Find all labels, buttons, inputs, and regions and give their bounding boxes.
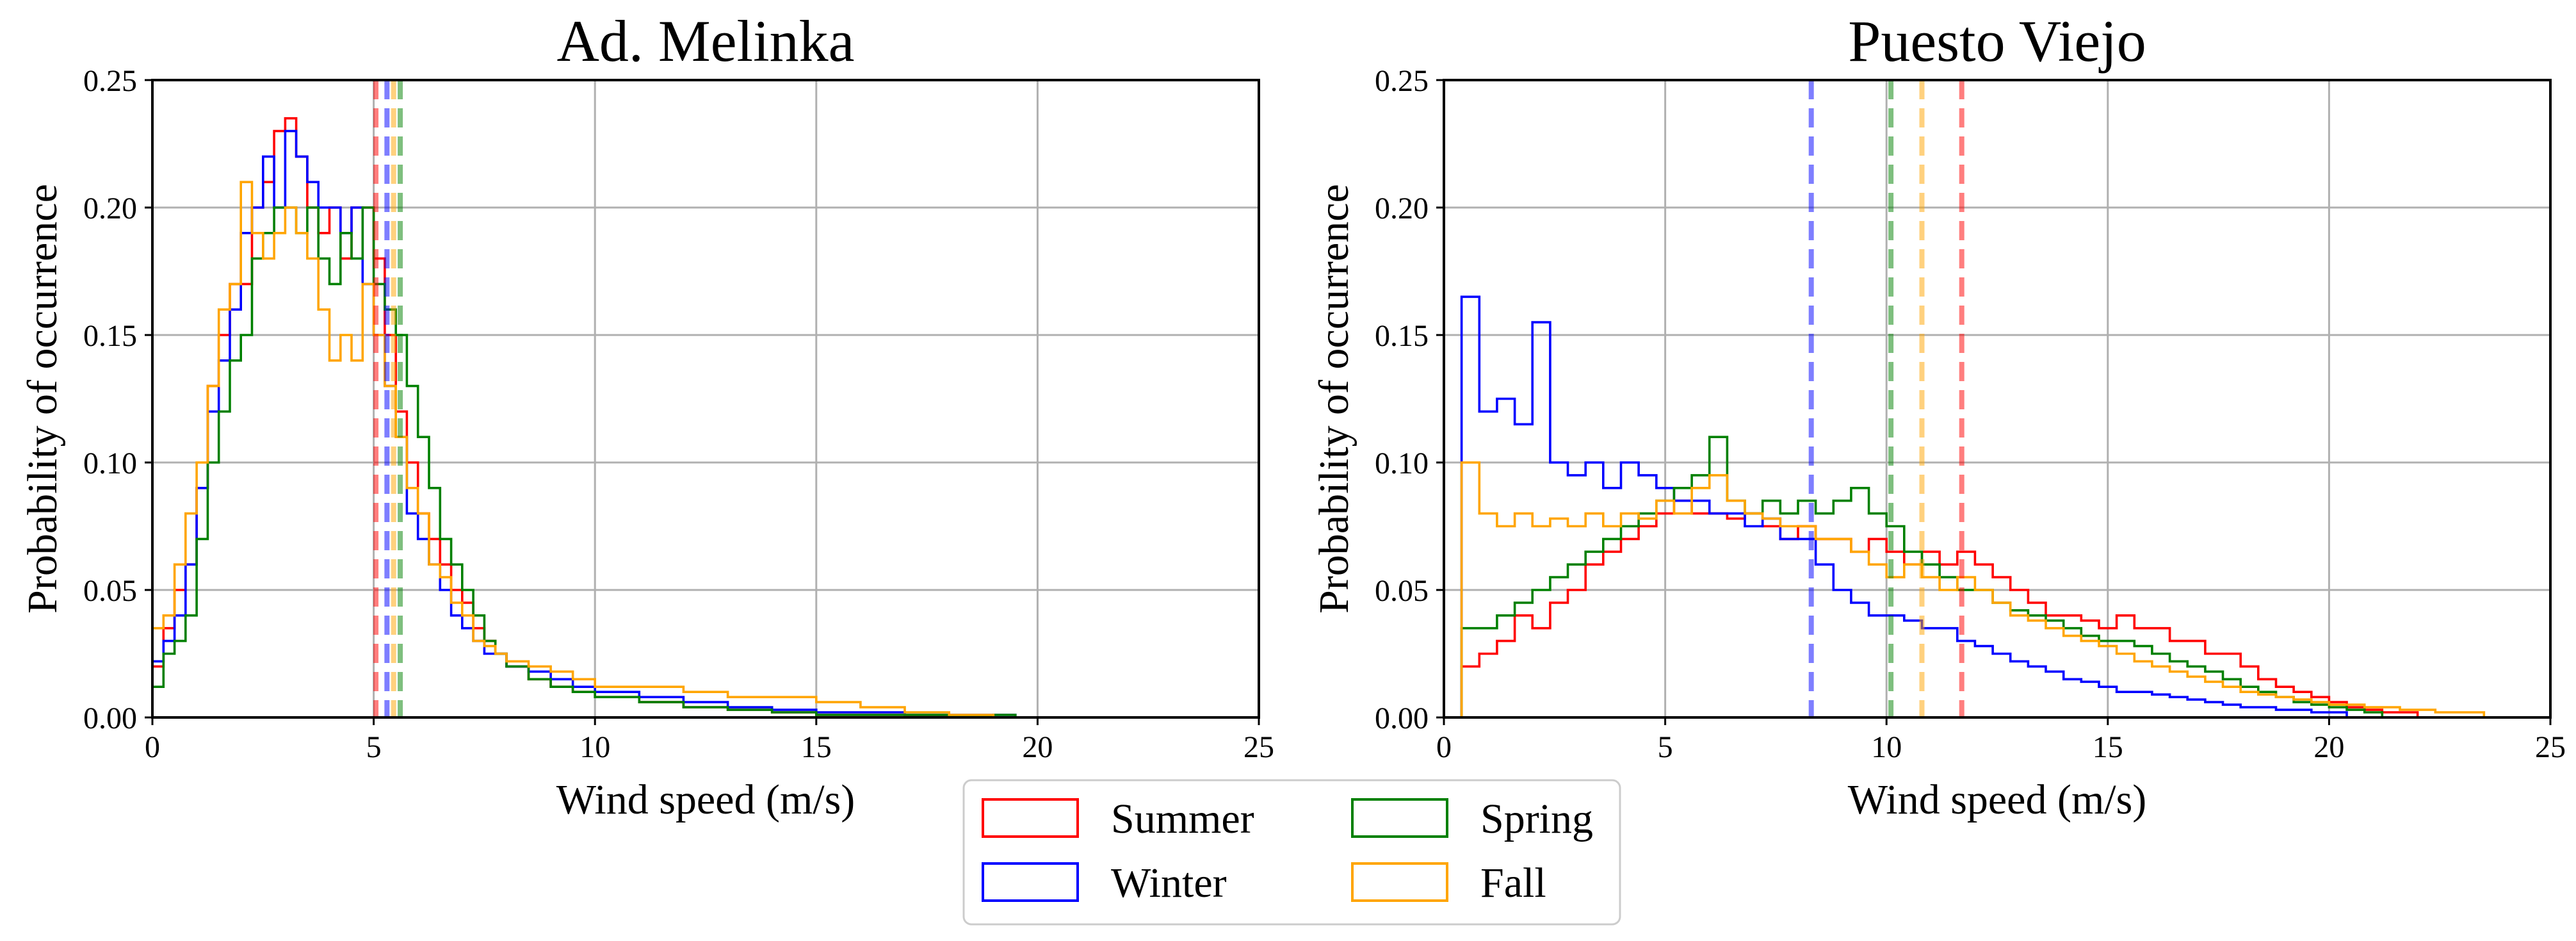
- puesto-ytick-label-1: 0.05: [1375, 574, 1429, 608]
- legend-label-summer: Summer: [1111, 796, 1254, 842]
- legend-label-winter: Winter: [1111, 860, 1227, 906]
- puesto-ytick-label-0: 0.00: [1375, 701, 1429, 735]
- puesto-series-spring: [1460, 436, 2484, 719]
- melinka-ylabel: Probability of occurrence: [19, 184, 66, 614]
- puesto-series-summer: [1460, 499, 2484, 719]
- melinka-ytick-label-2: 0.10: [83, 446, 137, 480]
- legend-swatch-fall: [1351, 862, 1448, 902]
- legend-label-spring: Spring: [1480, 796, 1593, 842]
- melinka-xtick-label-4: 20: [1022, 730, 1053, 764]
- puesto-title: Puesto Viejo: [1848, 8, 2146, 74]
- puesto-ytick-label-3: 0.15: [1375, 319, 1429, 353]
- puesto-series-winter: [1460, 295, 2484, 719]
- melinka-xtick-label-5: 25: [1243, 730, 1274, 764]
- melinka-plot-frame: [151, 79, 1260, 719]
- melinka-ytick-label-5: 0.25: [83, 64, 137, 98]
- puesto-xtick-label-1: 5: [1658, 730, 1673, 764]
- melinka-ytick-label-4: 0.20: [83, 192, 137, 225]
- puesto-ylabel: Probability of occurrence: [1311, 184, 1357, 614]
- legend-swatch-spring: [1351, 798, 1448, 838]
- legend: Summer Spring Winter Fall: [962, 779, 1621, 926]
- melinka-xlabel: Wind speed (m/s): [556, 776, 855, 823]
- melinka-xtick-label-3: 15: [801, 730, 832, 764]
- melinka-ytick-label-0: 0.00: [83, 701, 137, 735]
- melinka-ytick-label-3: 0.15: [83, 319, 137, 353]
- melinka-title: Ad. Melinka: [556, 8, 854, 74]
- puesto-xtick-label-4: 20: [2313, 730, 2344, 764]
- puesto-ytick-label-4: 0.20: [1375, 192, 1429, 225]
- puesto-ytick-label-2: 0.10: [1375, 446, 1429, 480]
- melinka-series-spring: [151, 206, 1038, 719]
- chart-puesto-viejo: 0 5 10 15 20 25 0.00 0.05 0.10 0.15 0.20 0.25 Puesto…: [1311, 8, 2566, 823]
- melinka-ytick-label-1: 0.05: [83, 574, 137, 608]
- melinka-xtick-label-0: 0: [145, 730, 160, 764]
- puesto-xtick-label-5: 25: [2535, 730, 2566, 764]
- chart-ad-melinka: 0 5 10 15 20 25 0.00 0.05 0.10 0.15 0.20 0.25 Ad. Me…: [19, 8, 1274, 823]
- legend-label-fall: Fall: [1480, 860, 1546, 906]
- puesto-xlabel: Wind speed (m/s): [1848, 776, 2147, 823]
- legend-swatch-winter: [982, 862, 1079, 902]
- puesto-xtick-label-3: 15: [2093, 730, 2123, 764]
- puesto-series-fall: [1460, 461, 2486, 717]
- puesto-ytick-label-5: 0.25: [1375, 64, 1429, 98]
- legend-box: [962, 779, 1621, 926]
- puesto-xtick-label-0: 0: [1436, 730, 1452, 764]
- puesto-plot-frame: [1443, 79, 2552, 719]
- melinka-xtick-label-2: 10: [579, 730, 610, 764]
- puesto-xtick-label-2: 10: [1871, 730, 1902, 764]
- legend-swatch-summer: [982, 798, 1079, 838]
- melinka-xtick-label-1: 5: [366, 730, 382, 764]
